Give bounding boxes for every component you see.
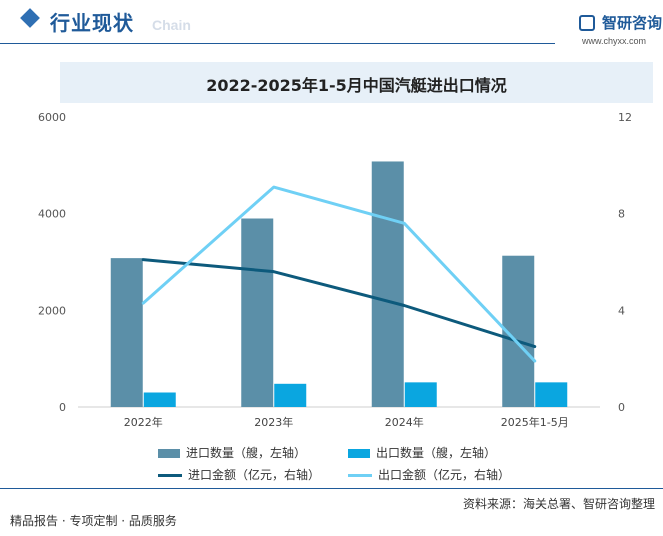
section-subtitle: Chain — [152, 17, 191, 33]
section-title: 行业现状 — [50, 11, 134, 35]
legend-label: 出口金额（亿元，右轴） — [378, 468, 511, 482]
legend-item-export-qty: 出口数量（艘，左轴） — [348, 444, 496, 461]
page-header: 行业现状 Chain 智研咨询 www.chyxx.com — [0, 0, 663, 46]
combo-chart: 0 2000 4000 6000 0 4 8 12 2022年 2023年 2024年 2025年1-… — [38, 111, 632, 429]
bar-export-qty — [404, 382, 437, 407]
legend-item-import-value: 进口金额（亿元，右轴） — [158, 466, 320, 483]
bar-export-qty — [274, 383, 307, 407]
logo-icon — [579, 15, 595, 31]
logo-name: 智研咨询 — [602, 14, 663, 32]
y-left-tick-label: 2000 — [38, 304, 66, 317]
x-tick-label: 2025年1-5月 — [501, 415, 569, 429]
bar-import-qty — [241, 218, 274, 407]
y-right-tick-label: 8 — [618, 208, 625, 221]
bar-export-qty — [143, 392, 176, 407]
bar-import-qty — [371, 161, 404, 407]
x-tick-label: 2023年 — [254, 415, 293, 429]
legend-swatch-export-value — [348, 474, 372, 477]
header-divider — [0, 43, 555, 44]
chart-legend: 进口数量（艘，左轴） 出口数量（艘，左轴） 进口金额（亿元，右轴） 出口金额（亿… — [0, 440, 663, 490]
y-right-tick-label: 0 — [618, 401, 625, 414]
legend-swatch-export-qty — [348, 449, 370, 458]
legend-swatch-import-value — [158, 474, 182, 477]
legend-label: 进口数量（艘，左轴） — [186, 446, 307, 460]
y-right-tick-label: 12 — [618, 111, 632, 124]
x-tick-label: 2024年 — [385, 415, 424, 429]
logo-url: www.chyxx.com — [582, 36, 647, 46]
y-left-tick-label: 6000 — [38, 111, 66, 124]
bar-export-qty — [535, 382, 568, 407]
footer-divider — [0, 488, 663, 489]
line-import-value — [141, 258, 537, 349]
diamond-icon — [20, 8, 40, 28]
legend-swatch-import-qty — [158, 449, 180, 458]
legend-item-import-qty: 进口数量（艘，左轴） — [158, 444, 306, 461]
y-left-tick-label: 4000 — [38, 208, 66, 221]
chart-title-banner — [60, 62, 653, 103]
legend-label: 进口金额（亿元，右轴） — [188, 468, 321, 482]
legend-item-export-value: 出口金额（亿元，右轴） — [348, 466, 510, 483]
x-tick-label: 2022年 — [124, 415, 163, 429]
legend-label: 出口数量（艘，左轴） — [376, 446, 497, 460]
line-export-value — [141, 185, 537, 363]
source-note: 资料来源：海关总署、智研咨询整理 — [462, 497, 655, 511]
bar-import-qty — [110, 258, 143, 407]
chart-title: 2022-2025年1-5月中国汽艇进出口情况 — [206, 76, 507, 95]
y-left-tick-label: 0 — [59, 401, 66, 414]
footer-slogan: 精品报告 · 专项定制 · 品质服务 — [10, 514, 177, 528]
y-right-tick-label: 4 — [618, 304, 625, 317]
